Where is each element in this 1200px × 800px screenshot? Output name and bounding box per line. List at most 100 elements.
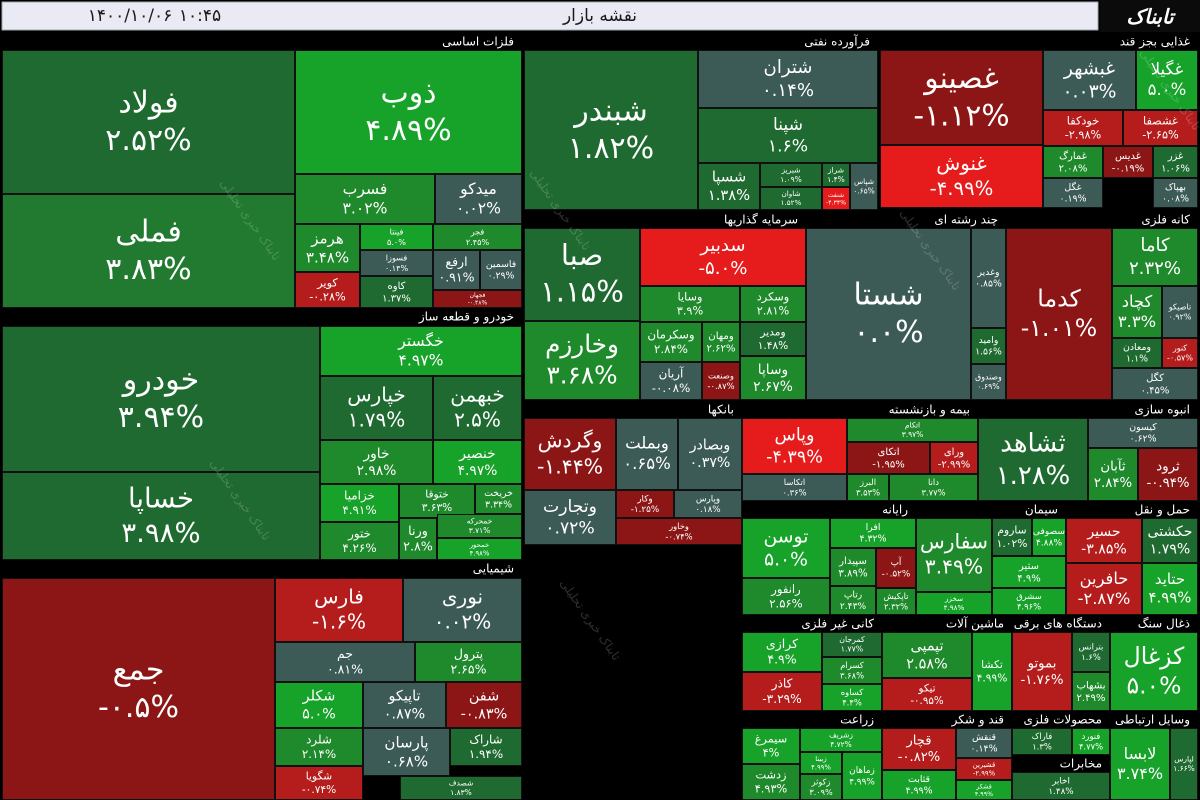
tile-change: ۵.۰% [1148,80,1187,99]
sector-name: سرمایه گذاریها [724,213,798,228]
tile [295,50,522,174]
sector-name: انبوه سازی [1135,403,1191,418]
tile-change: -۰.۸۳% [461,706,508,722]
tile-name: کویر [316,276,338,290]
tile-name: افرا [866,522,881,533]
sector-name: ذغال سنگ [1138,617,1190,631]
tile [850,163,878,210]
tile-change: ۲.۳۲% [884,601,908,611]
tile [1138,448,1198,501]
tile-change: ۴.۹۹% [1149,589,1192,607]
tile [363,728,450,776]
tile [806,228,971,400]
tile [1153,146,1198,178]
tile-name: شفن [469,688,499,704]
tile-name: غبشهر [1063,58,1115,79]
tile-change: -۱.۹۵% [872,460,904,471]
tile-change: ۴.۹۹% [811,763,831,771]
tile-change: ۱.۰۶% [1161,164,1190,175]
sector-name: کانه فلزی [1141,213,1190,228]
tile-change: -۲.۹۸% [1065,128,1102,141]
tile [742,474,847,501]
tile [889,474,978,501]
tile-change: ۱.۹۴% [469,747,503,761]
tile-name: قشیرین [973,761,996,769]
tile [971,228,1006,328]
tile [1162,286,1198,338]
tile-change: -۰.۹۵% [910,695,944,707]
tile-name: شپاس [854,177,874,186]
tile-name: ومدیر [759,327,785,339]
tile [760,187,822,210]
tile [1142,518,1198,563]
tile-name: فولاد [118,86,178,121]
tile-change: ۳.۰۹% [809,787,833,797]
tile-name: غگل [1064,181,1081,193]
tile [1112,368,1198,400]
tile-change: ۱.۲۸% [996,461,1071,491]
tile-change: ۱.۳% [1032,741,1052,751]
tile [830,518,916,548]
tile-name: ثشاهد [1000,428,1065,458]
tile-change: ۴.۹۱% [342,503,376,517]
tile [822,684,882,711]
tile-name: تکشا [981,658,1003,671]
tile [742,632,822,672]
tile-name: اتکاسا [784,477,805,487]
tile [1012,772,1110,800]
tile-name: تپمپی [910,638,943,654]
tile-name: کاما [1140,235,1170,256]
tile-name: ستیر [1018,561,1039,572]
tile-name: زشریف [829,731,853,740]
tile [640,286,740,322]
tile [320,522,399,560]
tile-name: تاپکیش [883,591,909,601]
sector-name: محصولات فلزی [1024,713,1102,728]
tile [822,657,882,684]
tile [360,250,433,276]
tile-name: شراز [827,166,844,175]
tile-change: ۴.۸۹% [365,113,451,148]
tile [674,490,742,518]
sector-name: کانی غیر فلزی [801,617,874,632]
tile-name: ارفع [445,254,467,270]
tile [1043,178,1103,208]
tile-name: وامید [979,335,999,346]
tile-change: ۴.۹% [1017,574,1040,585]
tile-name: خنصیر [458,446,495,462]
tile [524,490,616,545]
tile [1142,563,1198,615]
tile [698,163,760,210]
tile [616,418,678,490]
tile-name: غدیس [1115,151,1141,162]
sector: زراعتسیمرغ۴%زدشت۴.۹۳%زشریف۴.۷۲%زبینا۴.۹۹… [742,711,882,800]
tile-change: ۰.۸۱% [327,662,363,677]
tile [992,556,1066,588]
tile [1006,228,1112,400]
tile [450,728,522,766]
sector-name: خودرو و قطعه ساز [418,310,514,325]
tile [295,272,360,308]
sector-name: فلزات اساسی [442,35,514,50]
tile-name: ورای [944,447,964,458]
tile-name: کرازی [766,636,798,652]
tile-name: خگستر [397,332,443,351]
tile-name: فارس [314,585,364,609]
tile-name: توسن [764,526,809,547]
sector: بیمه و بازنشسته وپاس-۴.۳۹% اتکام۳.۹۷%اتکای… [742,401,978,501]
tile-change: ۳.۷۴% [1117,764,1163,783]
tile-name: فاسمین [486,259,516,270]
tile-name: وساپا [758,362,788,378]
tile-name: بشهاب [1076,680,1105,691]
tile-name: کچاد [1122,292,1153,311]
tile-name: خاور [362,446,389,462]
tile-name: وبصادر [689,437,731,453]
tile-change: ۲.۸۴% [654,342,688,356]
tile [1043,110,1123,146]
tile-name: قنقش [972,732,996,743]
tile-change: ۴% [763,746,780,759]
